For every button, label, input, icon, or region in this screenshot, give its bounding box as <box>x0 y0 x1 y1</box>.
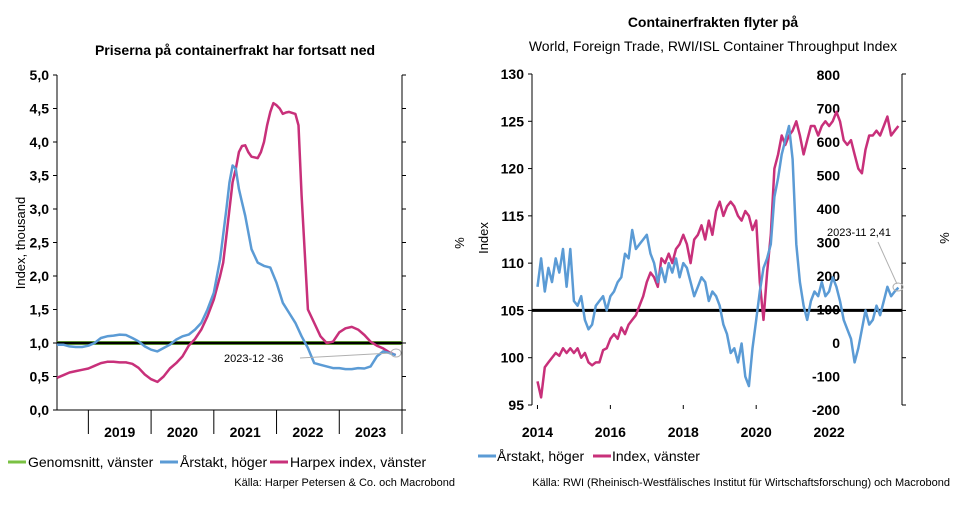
legend-label-right-yoy: Årstakt, höger <box>497 448 584 464</box>
legend-label-index: Harpex index, vänster <box>290 454 427 470</box>
tick-x-label: 2022 <box>814 424 845 440</box>
chart-left-series <box>56 101 402 384</box>
chart-left-ylabel-left: Index, thousand <box>13 197 28 290</box>
chart-right-annotation-pointer <box>877 241 898 285</box>
tick-right-label: -100 <box>812 369 840 385</box>
legend-label-yoy: Årstakt, höger <box>180 454 267 470</box>
chart-right-axes: 95100105110115120125130-10-5051015202520… <box>501 66 906 440</box>
tick-left-label: 0,0 <box>30 402 50 418</box>
tick-x-label: 2023 <box>355 424 386 440</box>
tick-left-label: 3,5 <box>30 168 50 184</box>
tick-left-label: 1,0 <box>30 335 50 351</box>
series-line-index <box>536 110 900 399</box>
tick-x-label: 2018 <box>668 424 699 440</box>
chart-right-ylabel-right: % <box>937 232 952 244</box>
tick-left-label: 2,5 <box>30 235 50 251</box>
chart-right-ylabel-left: Index <box>476 222 491 254</box>
tick-left-label: 100 <box>501 350 525 366</box>
series-line-yoy <box>57 164 397 371</box>
tick-left-label: 5,0 <box>30 67 50 83</box>
tick-right-label: 400 <box>817 201 841 217</box>
chart-right-annotation: 2023-11 2,41 <box>827 227 891 239</box>
chart-left: Priserna på containerfrakt har fortsatt … <box>8 42 840 489</box>
tick-left-label: 105 <box>501 302 525 318</box>
tick-left-label: 4,5 <box>30 101 50 117</box>
tick-x-label: 2020 <box>741 424 772 440</box>
chart-right: Containerfrakten flyter på World, Foreig… <box>476 14 952 489</box>
chart-left-ylabel-right: % <box>452 237 467 249</box>
tick-x-label: 2014 <box>522 424 553 440</box>
chart-left-annotation-pointer <box>299 352 393 359</box>
tick-left-label: 4,0 <box>30 134 50 150</box>
tick-left-label: 2,0 <box>30 268 50 284</box>
tick-x-label: 2021 <box>230 424 261 440</box>
tick-left-label: 120 <box>501 161 525 177</box>
tick-x-label: 2020 <box>167 424 198 440</box>
tick-left-label: 125 <box>501 113 525 129</box>
tick-right-label: 800 <box>817 67 841 83</box>
tick-left-label: 1,5 <box>30 302 50 318</box>
tick-right-label: 600 <box>817 134 841 150</box>
tick-x-label: 2022 <box>292 424 323 440</box>
tick-left-label: 115 <box>501 208 524 224</box>
chart-left-annotation: 2023-12 -36 <box>224 353 283 365</box>
legend-label-right-index: Index, vänster <box>612 448 700 464</box>
chart-right-legend: Årstakt, höger Index, vänster <box>478 448 700 464</box>
chart-left-source: Källa: Harper Petersen & Co. och Macrobo… <box>234 477 455 489</box>
legend-label-average: Genomsnitt, vänster <box>28 454 154 470</box>
tick-x-label: 2019 <box>104 424 135 440</box>
chart-right-series <box>532 110 902 399</box>
tick-right-label: -200 <box>812 402 840 418</box>
tick-left-label: 0,5 <box>30 369 50 385</box>
tick-right-label: 500 <box>817 168 841 184</box>
tick-left-label: 95 <box>508 397 524 413</box>
chart-left-axes: 0,0 0,5 1,0 1,5 2,0 2,5 3,0 3,5 4,0 4,5 5,0 -200 -10… <box>30 67 841 440</box>
chart-right-title: Containerfrakten flyter på <box>628 14 799 30</box>
chart-right-annotation-marker <box>892 282 904 292</box>
tick-left-label: 110 <box>501 255 524 271</box>
series-line-index <box>56 101 397 384</box>
chart-left-legend: Genomsnitt, vänster Årstakt, höger Harpe… <box>8 454 427 470</box>
tick-right-label: 700 <box>817 101 841 117</box>
tick-right-label: 0 <box>832 335 840 351</box>
tick-x-label: 2016 <box>595 424 626 440</box>
chart-right-subtitle: World, Foreign Trade, RWI/ISL Container … <box>529 38 897 54</box>
chart-left-title: Priserna på containerfrakt har fortsatt … <box>95 42 375 58</box>
chart-right-source: Källa: RWI (Rheinisch-Westfälisches Inst… <box>532 477 950 489</box>
tick-right-label: 300 <box>817 235 841 251</box>
tick-left-label: 130 <box>501 66 525 82</box>
tick-right-label: 200 <box>817 268 841 284</box>
tick-left-label: 3,0 <box>30 201 50 217</box>
series-line-yoy <box>536 124 900 388</box>
chart-left-annotation-marker <box>390 348 402 358</box>
